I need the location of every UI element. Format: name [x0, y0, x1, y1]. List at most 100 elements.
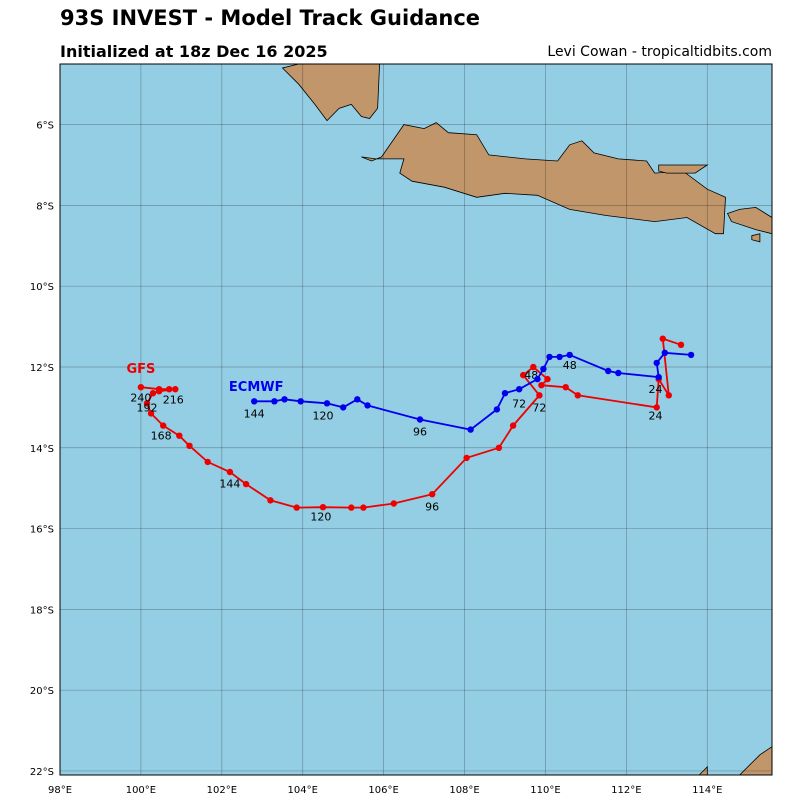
gfs-track-point[interactable] [242, 480, 250, 488]
ecmwf-track-point[interactable] [540, 365, 547, 373]
lon-tick-label: 106°E [368, 785, 398, 796]
ecmwf-track-point[interactable] [354, 396, 361, 403]
ecmwf-track-point[interactable] [281, 396, 288, 403]
gfs-track-point[interactable] [495, 444, 503, 451]
ecmwf-track-point[interactable] [516, 386, 523, 393]
gfs-track-point[interactable] [267, 497, 274, 504]
gfs-hour-label: 144 [219, 477, 240, 490]
gfs-track-point[interactable] [166, 386, 173, 393]
ecmwf-track-point[interactable] [655, 373, 662, 381]
ecmwf-track-point[interactable] [546, 353, 553, 361]
gfs-track-point[interactable] [530, 363, 537, 371]
ecmwf-track-point[interactable] [556, 353, 563, 361]
gfs-track-point[interactable] [186, 442, 193, 449]
page-title: 93S INVEST - Model Track Guidance [60, 6, 481, 30]
ecmwf-track-point[interactable] [416, 416, 424, 423]
lon-tick-label: 112°E [611, 785, 641, 796]
gfs-track-point[interactable] [653, 404, 660, 411]
ecmwf-hour-label: 48 [563, 359, 577, 372]
lat-tick-label: 20°S [30, 686, 54, 697]
ecmwf-model-label: ECMWF [229, 380, 284, 395]
gfs-track-point[interactable] [172, 386, 179, 393]
ecmwf-track-point[interactable] [534, 375, 541, 383]
ecmwf-hour-label: 96 [413, 426, 427, 439]
lon-tick-label: 102°E [207, 785, 237, 796]
gfs-hour-label: 120 [310, 510, 331, 523]
ecmwf-track-point[interactable] [271, 398, 278, 405]
gfs-track-point[interactable] [226, 468, 234, 476]
lon-tick-label: 110°E [530, 785, 560, 796]
ecmwf-hour-label: 72 [512, 397, 526, 410]
ecmwf-track-point[interactable] [566, 351, 573, 359]
ecmwf-track-point[interactable] [661, 349, 668, 356]
credit-text: Levi Cowan - tropicaltidbits.com [547, 44, 772, 60]
gfs-track-point[interactable] [520, 371, 527, 379]
ecmwf-track-point[interactable] [605, 367, 612, 375]
gfs-track-point[interactable] [677, 341, 685, 348]
landmass-3 [726, 206, 772, 235]
lat-tick-label: 12°S [30, 363, 54, 374]
ecmwf-track-point[interactable] [297, 398, 304, 405]
lat-tick-label: 16°S [30, 525, 54, 536]
ecmwf-track-point[interactable] [615, 369, 622, 377]
landmass-5 [739, 746, 772, 775]
lat-tick-label: 10°S [30, 282, 54, 293]
gfs-track-point[interactable] [204, 458, 211, 466]
ecmwf-track-point[interactable] [364, 402, 371, 409]
gfs-track-point[interactable] [665, 392, 672, 399]
gfs-track-point[interactable] [348, 504, 355, 511]
ecmwf-track-point[interactable] [340, 404, 347, 411]
gfs-hour-label: 216 [163, 393, 184, 406]
gfs-track-point[interactable] [149, 390, 157, 397]
gfs-track-point[interactable] [390, 500, 397, 507]
gfs-track-point[interactable] [562, 384, 569, 391]
gfs-track-point[interactable] [176, 432, 183, 439]
gfs-track-point[interactable] [536, 392, 543, 399]
gfs-hour-label: 72 [532, 401, 546, 414]
gfs-track-point[interactable] [463, 454, 470, 462]
gfs-track-point[interactable] [147, 410, 155, 417]
ecmwf-hour-label: 24 [648, 383, 662, 396]
lat-tick-label: 8°S [36, 201, 54, 212]
ecmwf-track-point[interactable] [467, 426, 474, 433]
gfs-hour-label: 24 [648, 410, 662, 423]
gfs-track-point[interactable] [538, 382, 545, 389]
gfs-track-point[interactable] [659, 335, 666, 342]
gfs-hour-label: 96 [425, 500, 439, 513]
gfs-track-point[interactable] [509, 422, 517, 429]
lat-tick-label: 6°S [36, 121, 54, 132]
init-time: Initialized at 18z Dec 16 2025 [60, 42, 328, 61]
gfs-track-point[interactable] [544, 375, 551, 383]
lat-tick-label: 14°S [30, 444, 54, 455]
lat-tick-label: 22°S [30, 767, 54, 778]
ecmwf-hour-label: 120 [312, 410, 333, 423]
map-frame [59, 63, 773, 776]
ecmwf-track-point[interactable] [493, 406, 501, 413]
landmass-4 [751, 233, 761, 243]
lon-tick-label: 108°E [449, 785, 479, 796]
gfs-track-point[interactable] [160, 422, 167, 429]
gfs-track-point[interactable] [574, 392, 581, 399]
gfs-track-point[interactable] [319, 504, 327, 511]
lon-tick-label: 100°E [126, 785, 156, 796]
ecmwf-track-point[interactable] [687, 351, 695, 359]
gfs-track-point[interactable] [137, 384, 145, 391]
gfs-model-label: GFS [126, 362, 155, 377]
gfs-track-point[interactable] [360, 504, 367, 511]
gfs-track-point[interactable] [155, 386, 163, 393]
ecmwf-track-line [254, 351, 692, 431]
ecmwf-track-point[interactable] [501, 390, 509, 397]
gfs-track-point[interactable] [143, 400, 151, 407]
landmass-2 [658, 164, 709, 174]
gfs-track-point[interactable] [429, 491, 436, 498]
gfs-track-point[interactable] [293, 504, 300, 511]
gfs-hour-label: 192 [136, 401, 157, 414]
lon-tick-label: 104°E [288, 785, 318, 796]
lon-tick-label: 98°E [48, 785, 72, 796]
ecmwf-track-point[interactable] [251, 398, 258, 405]
gfs-hour-label: 240 [130, 391, 151, 404]
lon-tick-label: 114°E [692, 785, 722, 796]
ecmwf-track-point[interactable] [653, 359, 660, 367]
ecmwf-track-point[interactable] [323, 400, 331, 407]
